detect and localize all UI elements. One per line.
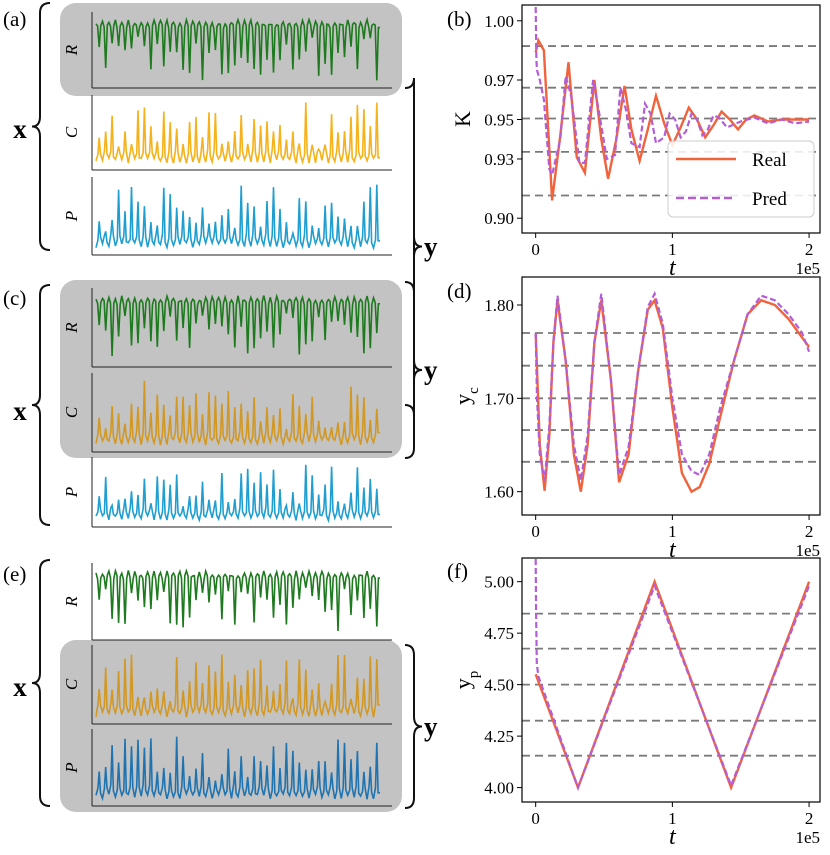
- y-tick-label: 0.90: [484, 209, 514, 228]
- y-axis-label: yc: [450, 387, 482, 405]
- legend-box: [667, 140, 815, 218]
- x-tick-label: 1: [668, 240, 677, 259]
- y-tick-label: 1.60: [484, 483, 514, 502]
- x-label: x: [13, 396, 27, 426]
- series-line-real: [534, 578, 811, 792]
- panel-label: (e): [3, 562, 26, 586]
- series-label-R: R: [62, 322, 81, 334]
- x-label: x: [13, 114, 27, 144]
- y-tick-label: 5.00: [484, 573, 514, 592]
- x-tick-label: 0: [531, 240, 540, 259]
- brace-x: [31, 559, 51, 807]
- series-trace-P: [95, 184, 380, 251]
- y-tick-label: 4.00: [484, 779, 514, 798]
- series-trace-C: [95, 102, 380, 166]
- series-line-pred: [534, 290, 811, 481]
- y-tick-label: 4.25: [484, 727, 514, 746]
- legend-label-pred: Pred: [752, 189, 787, 210]
- x-axis-label: t: [669, 824, 677, 850]
- y-tick-label: 0.97: [484, 71, 514, 90]
- series-trace-R: [95, 567, 380, 632]
- brace-x: [31, 2, 51, 251]
- x-tick-label: 0: [531, 522, 540, 541]
- panel-label: (b): [447, 7, 472, 31]
- y-axis-label: K: [450, 111, 475, 127]
- series-label-C: C: [62, 678, 81, 690]
- left-panel-a: (a) R C Px y: [3, 2, 438, 416]
- brace-x: [31, 284, 51, 526]
- x-tick-label: 2: [805, 240, 814, 259]
- y-tick-label: 0.95: [484, 110, 514, 129]
- y-tick-label: 1.80: [484, 296, 514, 315]
- y-tick-label: 1.70: [484, 389, 514, 408]
- shaded-region: [60, 3, 402, 96]
- brace-y: [404, 644, 423, 809]
- series-line-pred: [534, 6, 810, 179]
- series-label-P: P: [62, 762, 81, 773]
- y-tick-label: 1.00: [484, 12, 514, 31]
- series-line-pred: [534, 558, 811, 791]
- x-tick-label: 0: [531, 809, 540, 828]
- left-panel-e: (e) R C Px y: [3, 559, 438, 812]
- x-axis-label: t: [669, 255, 677, 281]
- left-panel-c: (c) R C Px y: [3, 280, 438, 528]
- x-axis-label: t: [669, 537, 677, 563]
- panel-label: (a): [3, 7, 26, 31]
- x-label: x: [13, 672, 27, 702]
- y-label: y: [424, 232, 438, 262]
- panel-label: (d): [447, 279, 472, 303]
- y-axis-label: yp: [450, 671, 482, 690]
- series-line-real: [534, 37, 810, 201]
- panel-label: (f): [447, 559, 468, 583]
- series-trace-R: [95, 293, 380, 357]
- series-label-R: R: [62, 44, 81, 56]
- y-tick-label: 4.75: [484, 624, 514, 643]
- series-trace-P: [95, 736, 380, 802]
- series-label-C: C: [62, 126, 81, 138]
- x-tick-label: 1: [668, 522, 677, 541]
- plot-frame: [521, 276, 821, 516]
- series-trace-C: [95, 654, 380, 719]
- y-tick-label: 0.93: [484, 150, 514, 169]
- series-trace-P: [95, 464, 380, 524]
- x-scale-note: 1e5: [795, 541, 820, 560]
- series-label-P: P: [62, 487, 81, 498]
- x-tick-label: 2: [805, 809, 814, 828]
- plot-frame: [521, 557, 821, 803]
- series-trace-R: [95, 16, 380, 81]
- y-label: y: [424, 355, 438, 385]
- series-label-P: P: [62, 211, 81, 222]
- series-label-C: C: [62, 406, 81, 418]
- x-tick-label: 2: [805, 522, 814, 541]
- x-scale-note: 1e5: [795, 828, 820, 847]
- y-label: y: [424, 712, 438, 742]
- panel-label: (c): [3, 286, 26, 310]
- legend: Real Pred: [667, 140, 815, 218]
- series-label-R: R: [62, 596, 81, 608]
- x-tick-label: 1: [668, 809, 677, 828]
- series-trace-C: [95, 380, 380, 448]
- brace-y: [404, 281, 423, 459]
- legend-label-real: Real: [752, 150, 787, 171]
- x-scale-note: 1e5: [795, 259, 820, 278]
- y-tick-label: 4.50: [484, 676, 514, 695]
